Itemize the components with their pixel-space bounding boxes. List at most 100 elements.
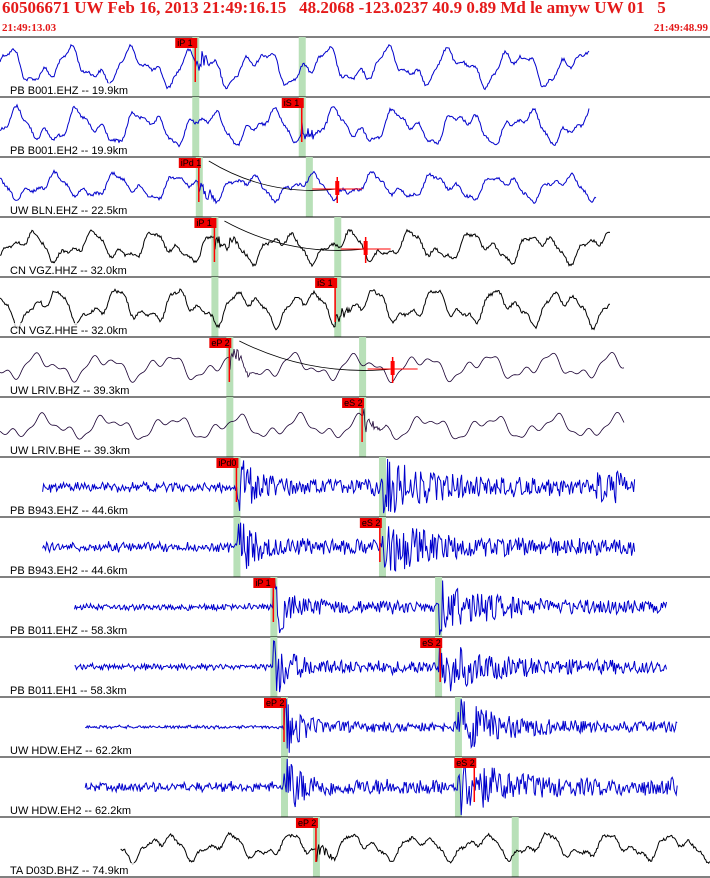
station-label: CN VGZ.HHZ -- 32.0km — [10, 265, 127, 277]
arrival-band — [192, 97, 200, 157]
waveform-trace — [0, 348, 625, 384]
trace-panel: iPd 1 UW BLN.EHZ -- 22.5km — [0, 157, 710, 218]
time-end-label: 21:49:48.99 — [653, 22, 708, 34]
pick-label-box — [178, 158, 201, 168]
station-label: UW LRIV.BHZ -- 39.3km — [10, 385, 129, 397]
station-label-bg — [9, 563, 142, 575]
station-label: TA D03D.BHZ -- 74.9km — [10, 865, 128, 877]
pick-label: iS 1 — [317, 278, 333, 288]
trace-panel: eS 2 UW HDW.EH2 -- 62.2km — [0, 757, 710, 818]
pick-label-box — [420, 638, 443, 648]
arrival-band — [511, 817, 519, 877]
pick-label-box — [295, 818, 318, 828]
coda-arc — [224, 220, 366, 251]
pick-label-box — [216, 458, 239, 468]
station-label: PB B011.EH1 -- 58.3km — [10, 685, 127, 697]
station-label-bg — [9, 383, 142, 395]
station-label: CN VGZ.HHE -- 32.0km — [10, 325, 127, 337]
coda-arc — [239, 340, 393, 371]
pick-label: iS 1 — [284, 98, 300, 108]
station-label-bg — [9, 143, 142, 155]
pick-label-box — [264, 698, 286, 708]
pick-label-box — [194, 218, 217, 228]
waveform-trace — [42, 458, 636, 514]
station-label-bg — [9, 83, 142, 95]
waveform-trace — [85, 698, 678, 753]
trace-panel: eS 2 PB B943.EH2 -- 44.6km — [0, 517, 710, 578]
arrival-band — [334, 277, 342, 337]
station-label-bg — [9, 503, 142, 515]
waveform-trace — [84, 758, 678, 816]
waveform-trace — [0, 288, 610, 331]
pick-label: eS 2 — [344, 398, 363, 408]
trace-panel: iP 1 CN VGZ.HHZ -- 32.0km — [0, 217, 710, 278]
pick-label: iPd0 — [218, 458, 236, 468]
waveform-trace — [0, 169, 597, 205]
arrival-band — [305, 157, 313, 217]
arrival-band — [281, 757, 288, 817]
trace-panel: eP 2 UW LRIV.BHZ -- 39.3km — [0, 337, 710, 398]
pick-label-box — [281, 98, 304, 108]
pick-label-box — [315, 278, 338, 288]
pick-label-box — [359, 518, 382, 528]
pick-label-box — [454, 758, 477, 768]
trace-panel: eP 2 UW HDW.EHZ -- 62.2km — [0, 697, 710, 758]
arrival-band — [233, 517, 241, 577]
trace-panel: iPd0 PB B943.EHZ -- 44.6km — [0, 457, 710, 518]
station-label: UW HDW.EH2 -- 62.2km — [10, 805, 131, 817]
station-label: PB B943.EH2 -- 44.6km — [10, 565, 127, 577]
coda-marker — [363, 241, 368, 255]
waveform-trace — [74, 640, 667, 693]
station-label: UW LRIV.BHE -- 39.3km — [10, 445, 130, 457]
station-label: PB B943.EHZ -- 44.6km — [10, 505, 128, 517]
station-label-bg — [9, 683, 142, 695]
time-start-label: 21:49:13.03 — [2, 22, 57, 34]
station-label-bg — [9, 323, 135, 335]
trace-panel: iP 1 PB B011.EHZ -- 58.3km — [0, 577, 710, 638]
station-label-bg — [9, 803, 135, 815]
station-label-bg — [9, 443, 142, 455]
pick-label: eS 2 — [362, 518, 381, 528]
pick-label: iP 1 — [196, 218, 211, 228]
pick-label: iP 1 — [177, 38, 192, 48]
waveform-trace — [0, 103, 590, 148]
waveform-trace — [74, 578, 667, 636]
trace-panel: iP 1 PB B001.EHZ -- 19.9km — [0, 37, 710, 98]
trace-panel: eS 2 PB B011.EH1 -- 58.3km — [0, 637, 710, 698]
trace-panel: eP 2 TA D03D.BHZ -- 74.9km — [0, 817, 710, 878]
trace-panel: iS 1 PB B001.EH2 -- 19.9km — [0, 97, 710, 158]
pick-label: eS 2 — [456, 758, 475, 768]
arrival-band — [298, 37, 306, 97]
arrival-band — [270, 637, 278, 697]
arrival-band — [454, 757, 462, 817]
pick-label: eP 2 — [211, 338, 229, 348]
waveform-trace — [120, 831, 710, 866]
pick-label: eS 2 — [422, 638, 441, 648]
waveform-trace — [0, 408, 625, 440]
station-label-bg — [9, 623, 142, 635]
station-label: PB B001.EHZ -- 19.9km — [10, 85, 128, 97]
pick-label: iP 1 — [255, 578, 270, 588]
arrival-band — [454, 697, 462, 757]
pick-label: eP 2 — [298, 818, 316, 828]
pick-label: eP 2 — [266, 698, 284, 708]
waveform-trace — [0, 228, 611, 268]
station-label: UW HDW.EHZ -- 62.2km — [10, 745, 132, 757]
coda-arc — [208, 160, 338, 191]
coda-marker — [335, 181, 340, 195]
pick-label-box — [209, 338, 232, 348]
station-label: PB B001.EH2 -- 19.9km — [10, 145, 127, 157]
coda-marker — [390, 361, 395, 375]
waveform-trace — [42, 522, 636, 572]
trace-panel: iS 1 CN VGZ.HHE -- 32.0km — [0, 277, 710, 338]
station-label-bg — [9, 743, 135, 755]
arrival-band — [211, 277, 219, 337]
station-label-bg — [9, 203, 135, 215]
pick-label-box — [175, 38, 198, 48]
station-label: PB B011.EHZ -- 58.3km — [10, 625, 127, 637]
pick-label-box — [253, 578, 276, 588]
station-label-bg — [9, 863, 142, 875]
event-title: 60506671 UW Feb 16, 2013 21:49:16.15 48.… — [2, 0, 666, 17]
